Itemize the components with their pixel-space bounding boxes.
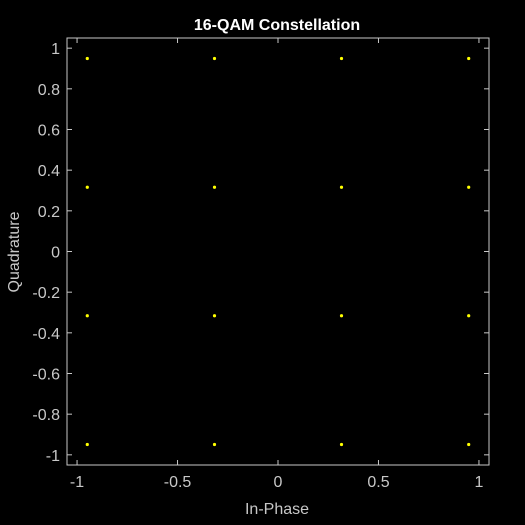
y-tick-label: -1 <box>46 448 60 465</box>
y-tick-label: 1 <box>51 41 60 58</box>
x-tick-label: 0.5 <box>367 474 389 491</box>
constellation-point <box>467 442 471 447</box>
y-tick-label: -0.8 <box>32 407 60 424</box>
constellation-point <box>85 185 89 189</box>
constellation-point <box>467 185 471 189</box>
y-tick-label: -0.4 <box>32 326 60 343</box>
y-tick-label: -0.6 <box>32 367 60 384</box>
constellation-point <box>467 56 471 61</box>
constellation-point <box>212 442 217 447</box>
y-axis: 1 0.8 0.6 0.4 0.2 0 -0.2 -0.4 -0.6 -0.8 -1 <box>32 41 489 465</box>
x-axis: -1 -0.5 0 0.5 1 <box>70 38 483 491</box>
x-axis-label: In-Phase <box>245 501 309 518</box>
y-tick-label: 0 <box>51 245 60 262</box>
y-axis-label: Quadrature <box>6 211 23 292</box>
constellation-point <box>339 185 344 189</box>
constellation-point <box>212 314 217 318</box>
y-tick-label: 0.2 <box>38 204 60 221</box>
constellation-point <box>467 314 471 318</box>
constellation-point <box>212 185 217 189</box>
constellation-point <box>85 56 89 61</box>
y-tick-label: 0.4 <box>38 163 60 180</box>
constellation-point <box>339 442 344 447</box>
x-tick-label: 1 <box>474 474 483 491</box>
y-tick-label: -0.2 <box>32 285 60 302</box>
x-tick-label: 0 <box>274 474 283 491</box>
y-tick-label: 0.6 <box>38 123 60 140</box>
data-points <box>85 56 471 447</box>
constellation-point <box>85 314 89 318</box>
axes-frame <box>66 37 490 466</box>
constellation-point <box>339 314 344 318</box>
x-tick-label: -0.5 <box>164 474 192 491</box>
y-tick-label: 0.8 <box>38 82 60 99</box>
constellation-point <box>339 56 344 61</box>
x-tick-label: -1 <box>70 474 84 491</box>
constellation-point <box>212 56 217 61</box>
constellation-point <box>85 442 89 447</box>
plot-area: -1 -0.5 0 0.5 1 1 0.8 0.6 0.4 0.2 0 -0.2 -0.4 -0.6 -0… <box>32 37 490 491</box>
chart-title: 16-QAM Constellation <box>194 17 360 34</box>
